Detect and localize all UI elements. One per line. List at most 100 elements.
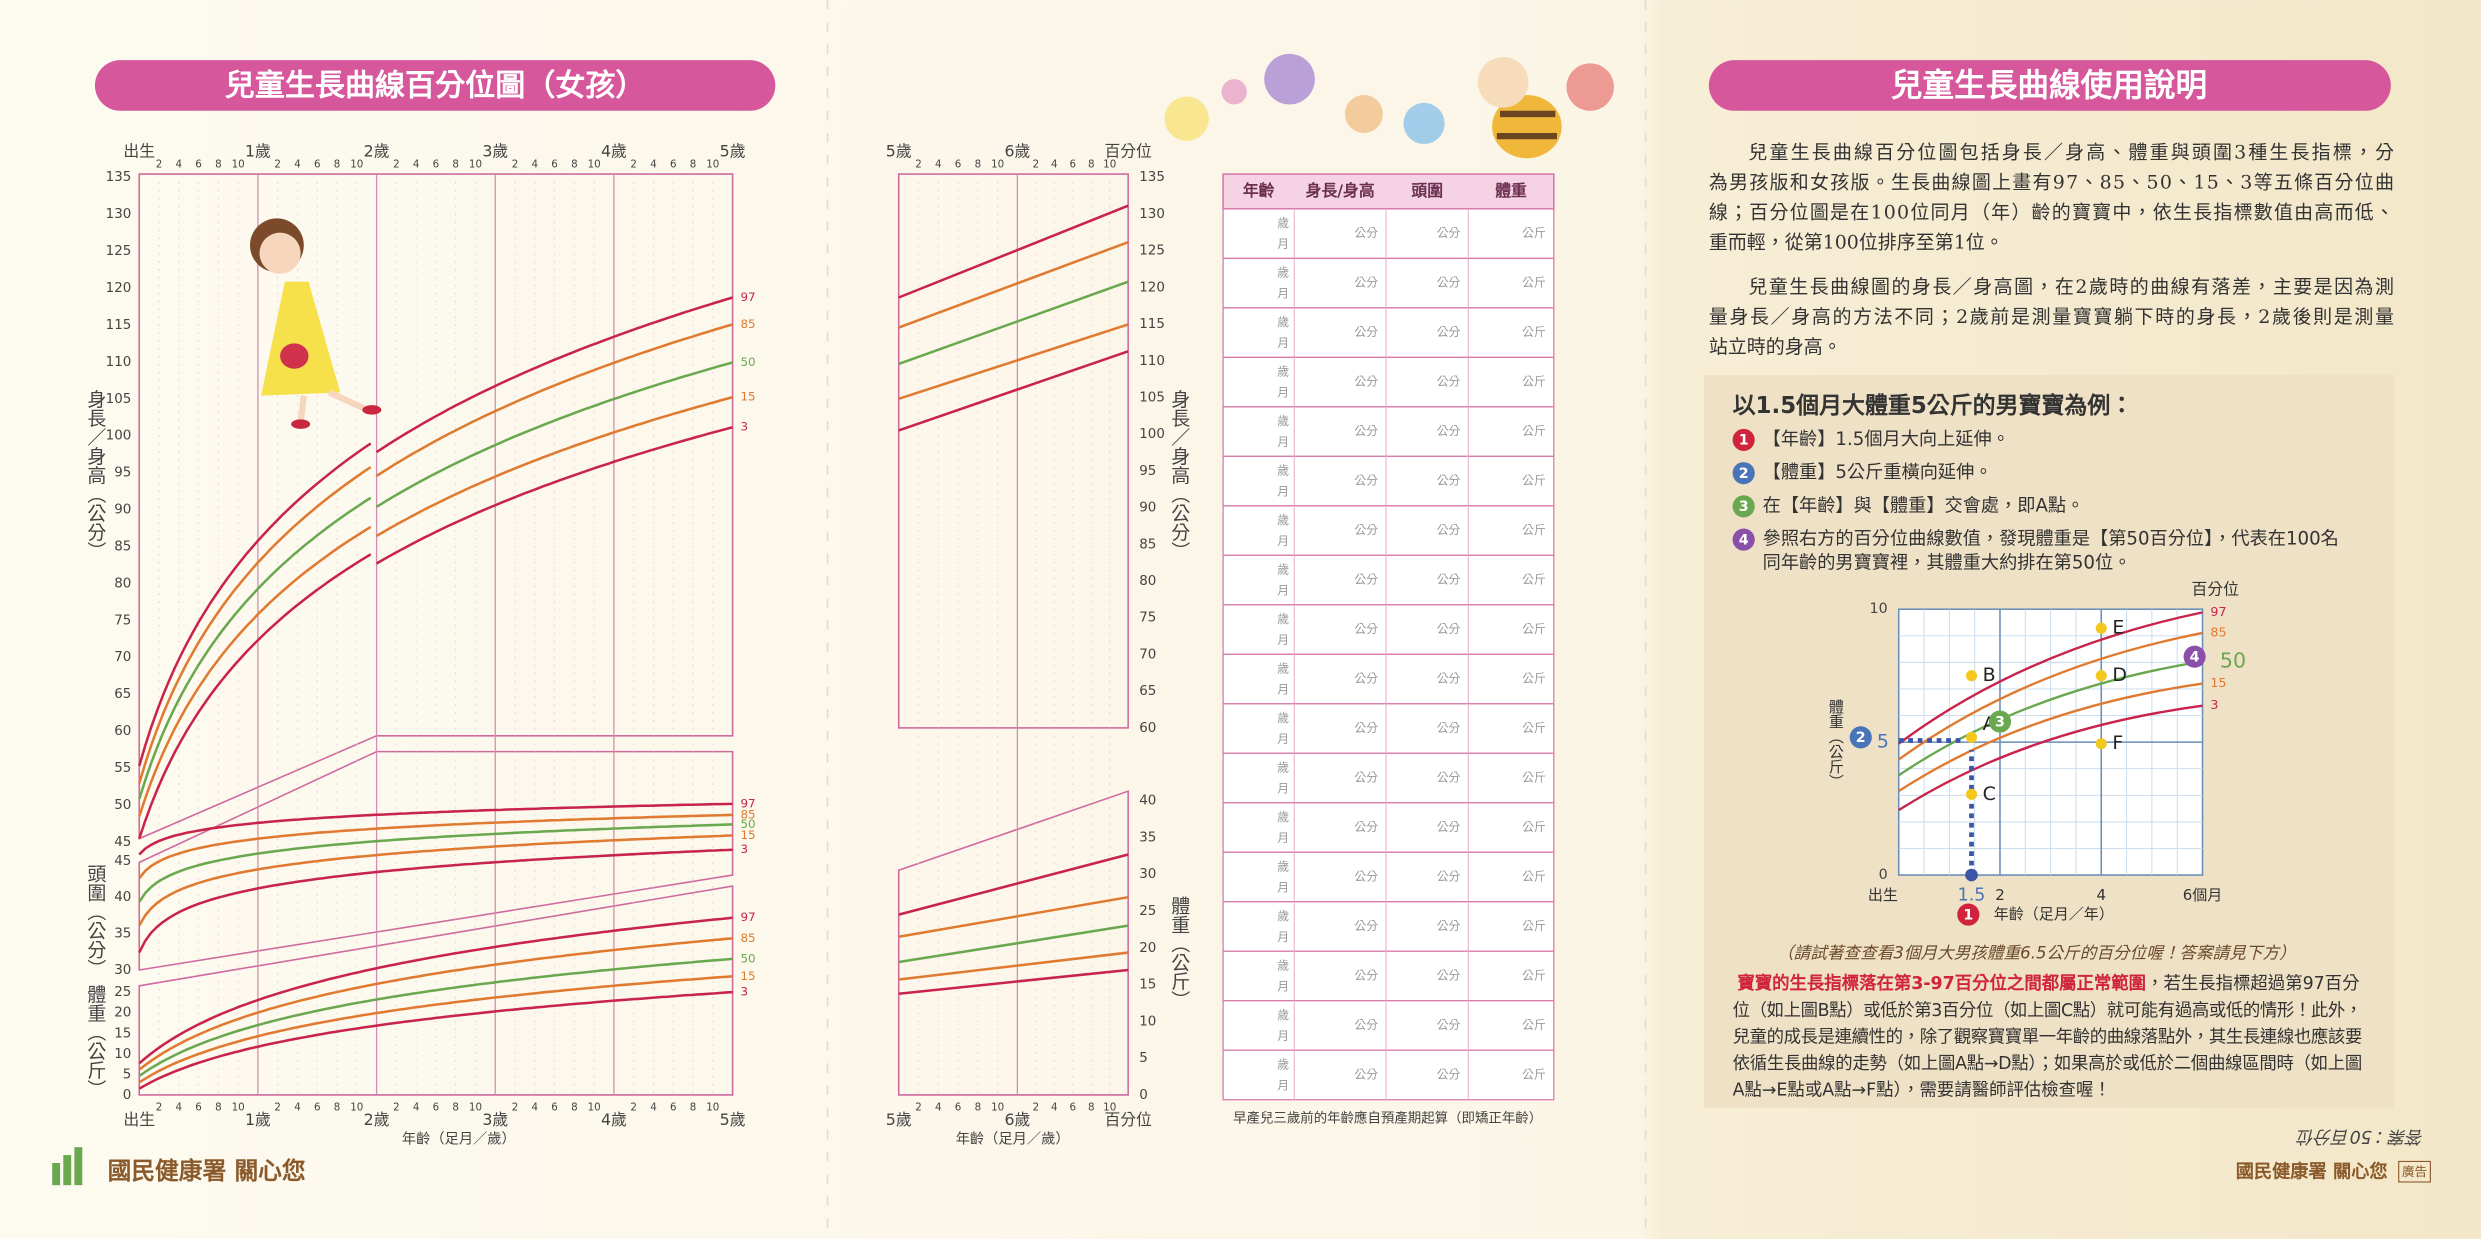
table-cell: 公分 [1354, 375, 1378, 389]
table-header-cell: 體重 [1495, 181, 1527, 200]
month-tick-label: 6 [195, 1102, 202, 1114]
answer: 答案：50百分位 [2296, 1126, 2424, 1146]
x-tick-label: 3歲 [482, 141, 508, 160]
percentile-label: 50 [741, 355, 756, 369]
month-tick-label: 8 [452, 1102, 459, 1114]
table-cell: 公分 [1354, 820, 1378, 834]
x-tick-label: 出生 [123, 141, 155, 160]
mini-x-tick: 2 [1995, 886, 2005, 904]
table-cell: 公斤 [1522, 672, 1546, 686]
table-cell: 公斤 [1522, 771, 1546, 785]
y-tick-label: 10 [1139, 1014, 1156, 1029]
percentile-curve [138, 296, 733, 767]
percentile-label: 97 [741, 796, 756, 810]
table-row [1222, 208, 1555, 260]
y-tick-label: 65 [1139, 684, 1156, 699]
percentile-curve [898, 951, 1129, 981]
month-tick-label: 2 [1033, 1102, 1040, 1114]
y-tick-label: 40 [114, 890, 131, 905]
x-tick-label: 5歲 [720, 141, 746, 160]
month-tick-label: 2 [512, 1102, 519, 1114]
month-tick-label: 10 [588, 159, 601, 171]
percentile-curve [138, 937, 733, 1071]
percentile-label: 97 [741, 290, 756, 304]
y-tick-label: 85 [114, 539, 131, 554]
y-tick-label: 130 [106, 207, 132, 222]
table-cell: 月 [1277, 435, 1289, 449]
month-tick-label: 2 [630, 1102, 637, 1114]
y-tick-label: 50 [114, 798, 131, 813]
y-tick-label: 115 [106, 318, 132, 333]
table-cell: 公斤 [1522, 870, 1546, 884]
y-tick-label: 30 [1139, 867, 1156, 882]
percentile-curve [138, 813, 733, 880]
height-panel [897, 173, 1129, 729]
explain-text: ，若生長指標超過第97百分 [2146, 974, 2359, 994]
mini-point [2095, 738, 2107, 750]
y-tick-label: 130 [1139, 207, 1165, 222]
table-cell: 歲 [1277, 414, 1289, 428]
percentile-curve [898, 204, 1129, 299]
logo: 國民健康署 關心您 [52, 1147, 306, 1186]
explain-line: 寶寶的生長指標落在第3-97百分位之間都屬正常範圍，若生長指標超過第97百分 [1737, 973, 2359, 994]
month-tick-label: 4 [532, 159, 539, 171]
table-cell: 月 [1277, 831, 1289, 845]
step-badge [2183, 645, 2206, 668]
table-cell: 歲 [1277, 662, 1289, 676]
month-tick-label: 10 [469, 159, 482, 171]
table-cell: 公分 [1437, 771, 1461, 785]
month-tick-label: 8 [215, 1102, 222, 1114]
table-cell: 公分 [1354, 968, 1378, 982]
month-tick-label: 2 [1033, 159, 1040, 171]
y-tick-label: 45 [114, 854, 131, 869]
table-cell: 公分 [1437, 276, 1461, 290]
chart-frame [897, 173, 1129, 1096]
y-tick-label: 5 [1139, 1051, 1148, 1066]
table-header-cell: 頭圍 [1411, 181, 1443, 200]
y-tick-label: 60 [1139, 721, 1156, 736]
percentile-curve [898, 853, 1129, 916]
month-tick-label: 4 [935, 159, 942, 171]
y-tick-label: 80 [1139, 574, 1156, 589]
table-cell: 公分 [1354, 771, 1378, 785]
y-tick-label: 115 [1139, 317, 1165, 332]
y-tick-label: 0 [123, 1088, 132, 1103]
mini-point [1965, 731, 1978, 743]
month-tick-label: 6 [433, 159, 440, 171]
table-cell: 公斤 [1522, 523, 1546, 537]
table-cell: 公分 [1354, 276, 1378, 290]
axis-label: 身長／身高（公分） [1168, 389, 1190, 560]
explain-line: A點→E點或A點→F點），需要請醫師評估檢查喔！ [1733, 1081, 2111, 1101]
table-cell: 歲 [1277, 909, 1289, 923]
y-tick-label: 45 [114, 835, 131, 850]
percentile-curve [138, 990, 733, 1090]
table-note: 早產兒三歲前的年齡應自預產期起算（即矯正年齡） [1233, 1110, 1542, 1127]
mini-point [2095, 622, 2107, 634]
month-tick-label: 10 [469, 1102, 482, 1114]
table-cell: 公分 [1437, 721, 1461, 735]
x-tick-label: 1歲 [245, 1110, 271, 1129]
y-tick-label: 95 [1139, 464, 1156, 479]
mini-x-tick: 6個月 [2183, 886, 2223, 904]
paragraph-line: 線；百分位圖是在100位同月（年）齡的寶寶中，依生長指標數值由高而低、 [1709, 202, 2394, 224]
y-tick-label: 120 [106, 281, 132, 296]
month-tick-label: 4 [176, 159, 183, 171]
month-tick-label: 4 [294, 1102, 301, 1114]
month-tick-label: 10 [350, 1102, 363, 1114]
x-tick-label: 1歲 [245, 141, 271, 160]
mini-curve [1898, 682, 2203, 793]
step-text: 在【年齡】與【體重】交會處，即A點。 [1763, 495, 2085, 516]
table-cell: 月 [1277, 781, 1289, 795]
x-tick-label: 5歲 [886, 141, 912, 160]
mini-percentile: 50 [2220, 648, 2246, 672]
month-tick-label: 6 [551, 159, 558, 171]
percentile-curve [138, 916, 733, 1065]
step-text: 【體重】5公斤重橫向延伸。 [1763, 462, 1993, 483]
mini-percentile: 3 [2210, 697, 2218, 712]
table-row [1222, 356, 1555, 408]
table-cell: 歲 [1277, 1008, 1289, 1022]
table-cell: 月 [1277, 583, 1289, 597]
paragraph-line: 重而輕，從第100位排序至第1位。 [1709, 232, 2004, 254]
mini-title: 百分位 [2191, 580, 2239, 599]
table-cell: 公斤 [1522, 573, 1546, 587]
